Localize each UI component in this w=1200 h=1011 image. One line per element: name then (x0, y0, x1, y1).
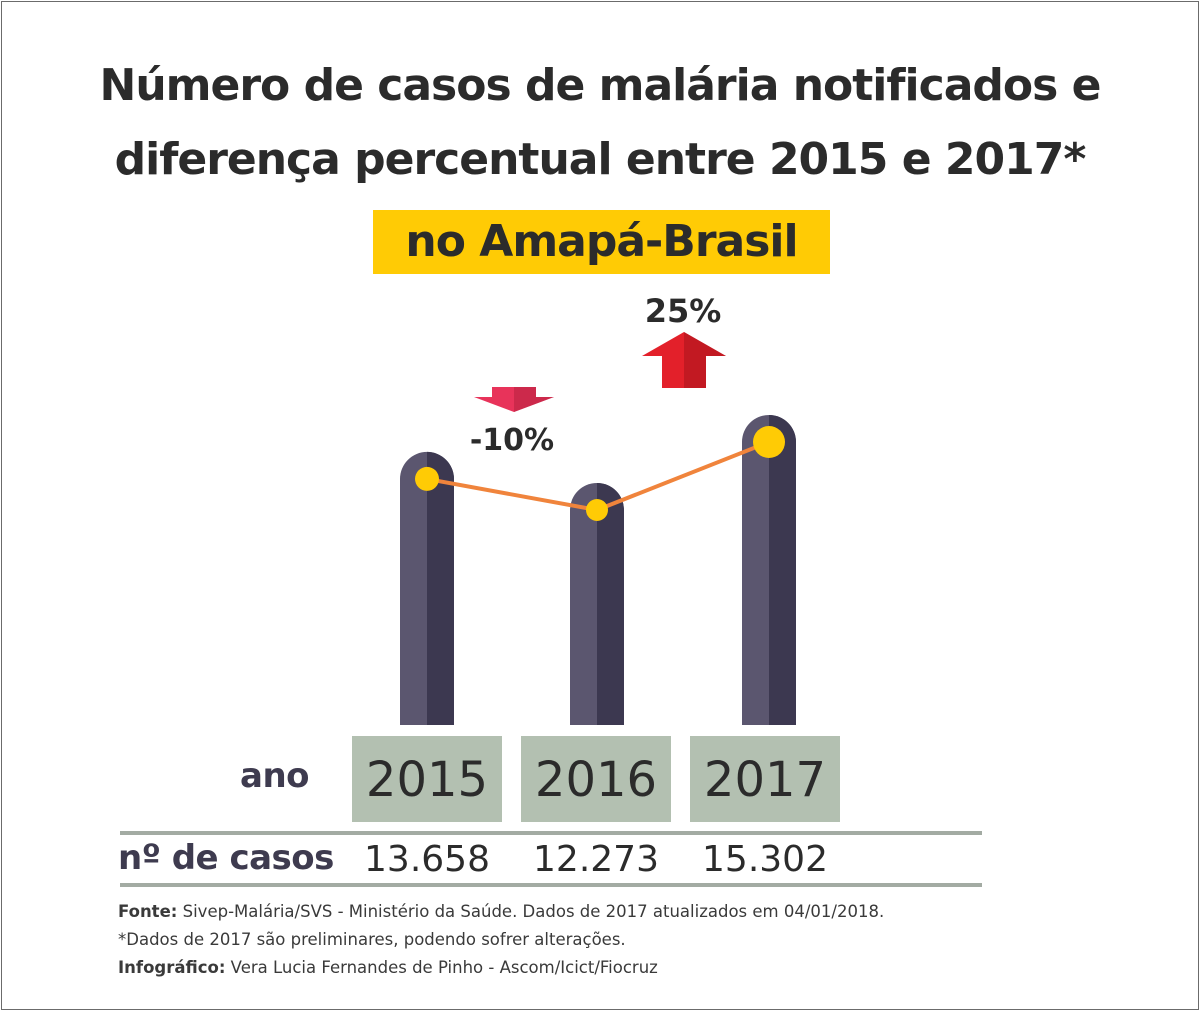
year-box-2017: 2017 (690, 736, 840, 822)
source-note: Fonte: Sivep-Malária/SVS - Ministério da… (118, 900, 884, 924)
arrow-up-icon (642, 332, 726, 388)
bar-2016 (570, 483, 624, 725)
point-2015 (415, 466, 439, 491)
point-2017 (753, 426, 785, 458)
source-label: Fonte: (118, 902, 178, 921)
credit-text: Vera Lucia Fernandes de Pinho - Ascom/Ic… (225, 958, 658, 977)
title-line-2: diferença percentual entre 2015 e 2017* (114, 134, 1087, 185)
year-box-2016: 2016 (521, 736, 671, 822)
bars (400, 415, 796, 725)
year-row-label: ano (240, 756, 310, 796)
points (415, 426, 785, 521)
source-text: Sivep-Malária/SVS - Ministério da Saúde.… (177, 902, 885, 921)
bar-2015 (400, 451, 454, 725)
cases-row-label: nº de casos (118, 838, 334, 878)
subtitle-highlight: no Amapá-Brasil (373, 210, 830, 274)
point-2016 (586, 499, 608, 521)
table-rule-top (120, 831, 982, 835)
cases-value-2017: 15.302 (702, 839, 828, 880)
title-line-1: Número de casos de malária notificados e (99, 60, 1102, 111)
credit-note: Infográfico: Vera Lucia Fernandes de Pin… (118, 956, 658, 980)
subtitle: no Amapá-Brasil (405, 216, 798, 267)
credit-label: Infográfico: (118, 958, 226, 977)
cases-value-2016: 12.273 (533, 839, 659, 880)
year-box-2015: 2015 (352, 736, 502, 822)
bar-2017 (742, 415, 796, 725)
change-label-down: -10% (470, 423, 554, 458)
arrows: -10% 25% (470, 292, 726, 458)
table-rule-bottom (120, 883, 982, 887)
preliminary-note: *Dados de 2017 são preliminares, podendo… (118, 930, 626, 949)
arrow-down-icon (474, 387, 554, 412)
change-label-up: 25% (645, 292, 722, 330)
cases-value-2015: 13.658 (364, 839, 490, 880)
